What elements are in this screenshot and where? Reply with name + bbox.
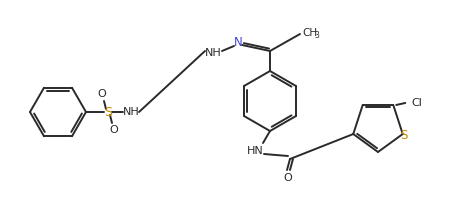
Text: CH: CH [302, 28, 317, 38]
Text: S: S [104, 106, 112, 118]
Text: NH: NH [205, 48, 221, 58]
Text: 3: 3 [314, 32, 319, 41]
Text: N: N [234, 37, 242, 49]
Text: S: S [400, 129, 408, 141]
Text: O: O [284, 173, 292, 183]
Text: HN: HN [246, 146, 263, 156]
Text: Cl: Cl [411, 98, 422, 108]
Text: O: O [109, 125, 118, 135]
Text: O: O [98, 89, 106, 99]
Text: NH: NH [123, 107, 139, 117]
